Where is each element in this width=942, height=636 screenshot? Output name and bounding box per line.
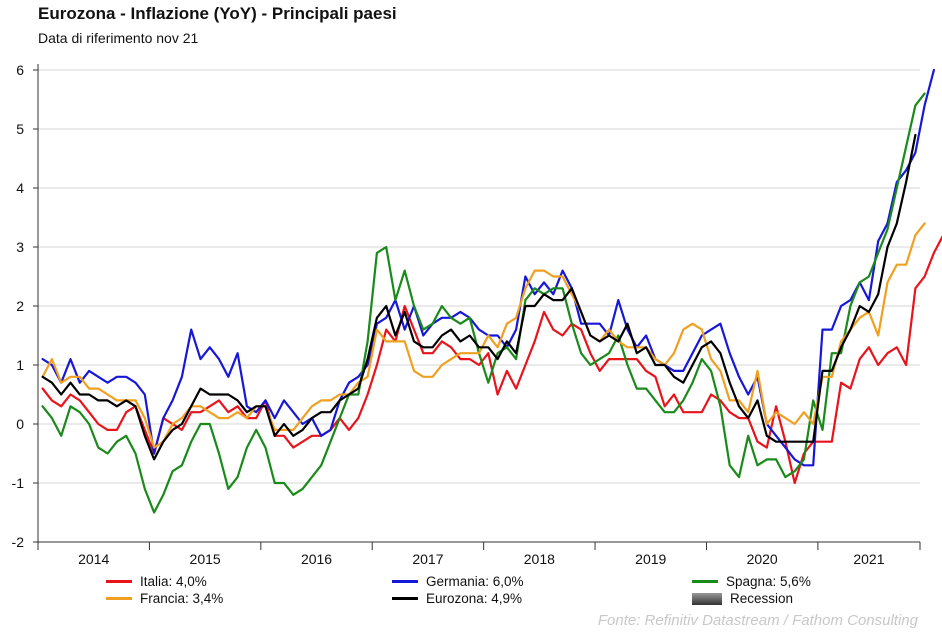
legend-swatch-eurozona bbox=[392, 597, 418, 600]
chart-title: Eurozona - Inflazione (YoY) - Principali… bbox=[38, 4, 397, 23]
y-tick-label: 0 bbox=[16, 416, 24, 432]
y-tick-label: -2 bbox=[12, 534, 25, 550]
series-line-eurozona bbox=[41, 133, 917, 461]
y-tick-label: 4 bbox=[16, 180, 24, 196]
legend-item-francia: Francia: 3,4% bbox=[106, 591, 223, 606]
legend-label-recession: Recession bbox=[730, 591, 794, 606]
legend-swatch-germania bbox=[392, 580, 418, 583]
x-tick-label: 2014 bbox=[78, 551, 109, 567]
x-tick-label: 2021 bbox=[853, 551, 884, 567]
y-tick-label: 6 bbox=[16, 62, 24, 78]
legend-label-francia: Francia: 3,4% bbox=[140, 591, 224, 606]
x-tick-label: 2020 bbox=[747, 551, 778, 567]
legend-swatch-spagna bbox=[692, 580, 718, 583]
legend-item-eurozona: Eurozona: 4,9% bbox=[392, 591, 522, 606]
legend-swatch-italia bbox=[106, 580, 132, 583]
series-line-spagna bbox=[41, 92, 926, 514]
y-tick-label: 3 bbox=[16, 239, 24, 255]
y-tick-label: 2 bbox=[16, 298, 24, 314]
x-tick-label: 2018 bbox=[524, 551, 555, 567]
legend-label-italia: Italia: 4,0% bbox=[140, 574, 207, 589]
y-tick-label: 5 bbox=[16, 121, 24, 137]
legend-label-germania: Germania: 6,0% bbox=[426, 574, 524, 589]
x-tick-label: 2017 bbox=[412, 551, 443, 567]
y-tick-label: -1 bbox=[12, 475, 25, 491]
legend-item-germania: Germania: 6,0% bbox=[392, 574, 524, 589]
y-tick-label: 1 bbox=[16, 357, 24, 373]
legend-label-spagna: Spagna: 5,6% bbox=[726, 574, 811, 589]
y-axis-tick-labels: -2 -1 0 1 2 3 4 5 6 bbox=[12, 62, 25, 550]
legend-item-italia: Italia: 4,0% bbox=[106, 574, 207, 589]
x-tick-label: 2016 bbox=[301, 551, 332, 567]
legend-swatch-recession bbox=[692, 592, 722, 605]
chart-subtitle: Data di riferimento nov 21 bbox=[38, 30, 199, 46]
x-tick-label: 2015 bbox=[190, 551, 221, 567]
chart-gridlines bbox=[38, 69, 920, 543]
series-line-francia bbox=[41, 222, 926, 449]
chart-axes bbox=[33, 64, 921, 550]
legend-item-recession: Recession bbox=[692, 591, 793, 606]
legend-label-eurozona: Eurozona: 4,9% bbox=[426, 591, 523, 606]
x-axis-tick-labels: 2014 2015 2016 2017 2018 2019 2020 2021 bbox=[78, 551, 885, 567]
legend-item-spagna: Spagna: 5,6% bbox=[692, 574, 811, 589]
legend-swatch-francia bbox=[106, 597, 132, 600]
source-note: Fonte: Refinitiv Datastream / Fathom Con… bbox=[597, 612, 918, 629]
x-tick-label: 2019 bbox=[635, 551, 666, 567]
chart-series-lines bbox=[41, 68, 942, 514]
